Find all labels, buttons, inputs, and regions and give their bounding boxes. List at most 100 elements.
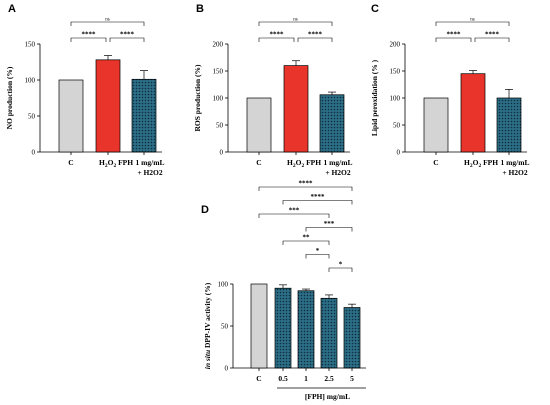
panel-a: A 0 50 100 150 NO production (%) C H2O2 FPH 1 mg… xyxy=(5,3,164,177)
y-tick-label: 0 xyxy=(32,149,36,157)
x-tick-label-line2: + H2O2 xyxy=(325,168,351,177)
x-tick-label-part: 2 xyxy=(301,163,304,169)
significance-label: **** xyxy=(485,31,500,39)
panel-letter: C xyxy=(371,3,379,15)
x-tick-label: C xyxy=(256,374,261,383)
x-tick-label-part: O xyxy=(296,158,302,167)
x-tick-label-part: H xyxy=(287,158,293,167)
bar-d-3 xyxy=(320,297,338,369)
significance-bracket xyxy=(109,37,145,42)
x-tick-label-part: H xyxy=(464,158,470,167)
significance-label: **** xyxy=(120,31,135,39)
significance-bracket xyxy=(258,213,330,218)
significance-label: **** xyxy=(308,31,323,39)
y-tick-label: 0 xyxy=(225,365,229,373)
y-tick-label: 100 xyxy=(390,95,401,103)
significance-bracket xyxy=(70,21,145,26)
panel-d: D 0 50 100 in situ DPP-IV activity (%) C 0.5 1 2… xyxy=(201,180,366,401)
x-tick-label: 1 xyxy=(304,374,308,383)
x-tick-label-line2: + H2O2 xyxy=(502,168,528,177)
y-tick-label: 100 xyxy=(218,281,229,289)
y-axis-label: ROS production (%) xyxy=(193,64,202,131)
x-tick-label: 1 mg/mL xyxy=(501,158,530,167)
bar-b-0 xyxy=(246,97,272,153)
y-axis-label-italic: in situ xyxy=(203,350,212,369)
x-tick-label: H2O2 FPH xyxy=(287,158,321,169)
x-tick-label-part: O xyxy=(473,158,479,167)
significance-bracket xyxy=(297,37,333,42)
bar-a-1 xyxy=(95,59,121,153)
x-tick-label-part: 2 xyxy=(478,163,481,169)
significance-label: *** xyxy=(324,220,335,228)
significance-label: **** xyxy=(447,31,462,39)
x-tick-label-part: 2 xyxy=(470,163,473,169)
y-tick-label: 200 xyxy=(390,41,401,49)
y-axis-label: in situ DPP-IV activity (%) xyxy=(203,282,212,369)
y-axis-label-text: Lipid peroxidation (% ) xyxy=(370,59,379,136)
bar-d-1 xyxy=(274,287,292,369)
y-axis-label: NO production (%) xyxy=(5,66,14,129)
x-tick-label: 0.5 xyxy=(278,374,288,383)
significance-bracket xyxy=(258,21,333,26)
panel-letter: D xyxy=(201,204,209,216)
significance-bracket xyxy=(282,200,353,205)
y-tick-label: 150 xyxy=(213,68,224,76)
significance-label: ns xyxy=(293,18,298,23)
significance-label: **** xyxy=(311,193,326,201)
y-tick-label: 50 xyxy=(28,113,36,121)
y-axis-label-text: ROS production (%) xyxy=(193,64,202,131)
significance-bracket xyxy=(435,37,472,42)
significance-bracket xyxy=(258,37,295,42)
y-tick-label: 150 xyxy=(25,41,36,49)
y-tick-label: 50 xyxy=(221,323,229,331)
y-axis-label: Lipid peroxidation (% ) xyxy=(370,59,379,136)
x-tick-label: H2O2 FPH xyxy=(464,158,498,169)
x-tick-label: 2.5 xyxy=(324,374,334,383)
significance-label: **** xyxy=(82,31,97,39)
significance-bracket xyxy=(258,186,353,191)
y-tick-label: 100 xyxy=(213,95,224,103)
x-axis-label: [FPH] mg/mL xyxy=(305,392,350,401)
x-tick-label: 1 mg/mL xyxy=(324,158,353,167)
x-tick-label-part: FPH xyxy=(304,158,321,167)
bar-c-0 xyxy=(423,97,449,153)
panel-letter: A xyxy=(8,3,16,15)
x-tick-label: 1 mg/mL xyxy=(136,158,165,167)
bar-c-1 xyxy=(460,73,486,153)
x-tick-label: C xyxy=(433,158,438,167)
significance-bracket xyxy=(474,37,510,42)
bar-a-2 xyxy=(131,78,157,153)
y-tick-label: 100 xyxy=(25,77,36,85)
y-tick-label: 50 xyxy=(393,122,401,130)
x-tick-label-part: 2 xyxy=(105,163,108,169)
bar-a-0 xyxy=(58,79,84,153)
x-tick-label-part: O xyxy=(108,158,114,167)
significance-bracket xyxy=(305,254,330,259)
bar-c-2 xyxy=(496,97,522,153)
y-tick-label: 0 xyxy=(397,149,401,157)
x-tick-label: C xyxy=(68,158,73,167)
bar-b-1 xyxy=(283,65,309,153)
significance-bracket xyxy=(70,37,107,42)
y-axis-label-text: NO production (%) xyxy=(5,66,14,129)
y-tick-label: 0 xyxy=(220,149,224,157)
panel-letter: B xyxy=(196,3,204,15)
significance-label: * xyxy=(316,247,320,255)
significance-label: **** xyxy=(299,180,314,188)
significance-bracket xyxy=(282,240,330,245)
x-tick-label: H2O2 FPH xyxy=(99,158,133,169)
significance-label: * xyxy=(339,261,343,269)
y-tick-label: 200 xyxy=(213,41,224,49)
significance-bracket xyxy=(305,227,353,232)
x-tick-label: 5 xyxy=(350,374,354,383)
y-tick-label: 150 xyxy=(390,68,401,76)
y-axis-label-text: DPP-IV activity (%) xyxy=(203,282,212,350)
significance-bracket xyxy=(328,267,353,272)
x-tick-label-part: H xyxy=(99,158,105,167)
bar-b-2 xyxy=(319,94,345,153)
significance-label: ns xyxy=(470,18,475,23)
y-tick-label: 50 xyxy=(216,122,224,130)
x-tick-label-part: FPH xyxy=(481,158,498,167)
bar-d-2 xyxy=(297,290,315,369)
x-tick-label-part: 2 xyxy=(113,163,116,169)
